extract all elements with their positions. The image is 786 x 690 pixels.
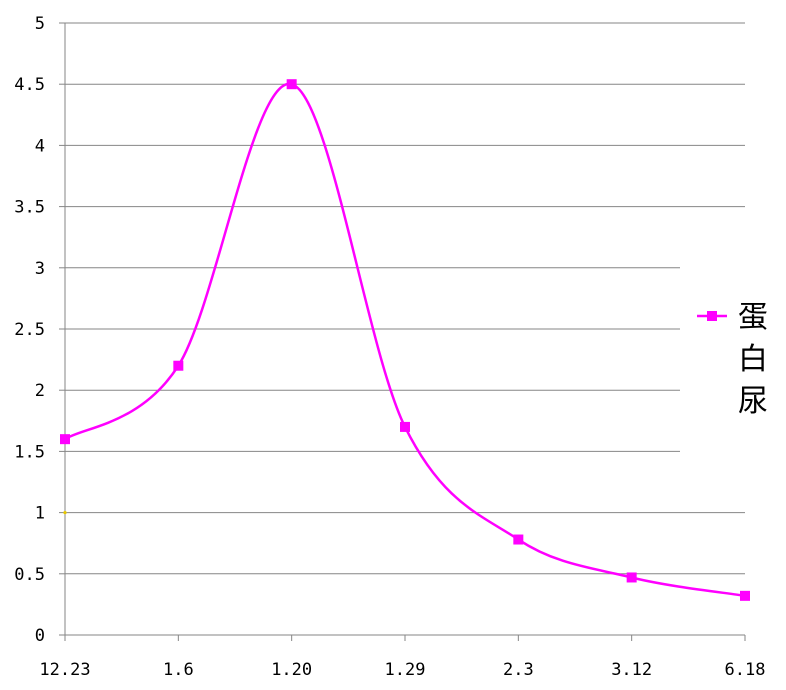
data-point-marker bbox=[60, 434, 70, 445]
y-tick-label: 0.5 bbox=[14, 565, 45, 585]
legend-label-char: 白 bbox=[738, 342, 768, 377]
legend-label-char: 尿 bbox=[738, 384, 768, 419]
y-tick-label: 3 bbox=[35, 259, 45, 279]
data-point-marker bbox=[626, 572, 637, 583]
legend-label-char: 蛋 bbox=[738, 300, 768, 335]
y-tick-label: 0 bbox=[35, 626, 45, 646]
x-tick-label: 1.20 bbox=[271, 660, 312, 680]
data-point-marker bbox=[400, 421, 410, 432]
x-tick-label: 6.18 bbox=[725, 660, 766, 680]
y-tick-label: 1.5 bbox=[14, 442, 45, 462]
series-markers bbox=[60, 79, 750, 601]
x-tick-label: 1.6 bbox=[163, 660, 194, 680]
data-point-marker bbox=[513, 534, 524, 545]
y-tick-labels: 0 0.5 1 1.5 2 2.5 3 3.5 4 4.5 5 bbox=[14, 14, 45, 646]
series-line bbox=[64, 82, 746, 598]
legend: 蛋白尿 bbox=[697, 300, 768, 419]
axis-dot bbox=[63, 510, 67, 515]
y-tick-label: 2 bbox=[35, 381, 45, 401]
y-tick-label: 5 bbox=[35, 14, 45, 34]
x-tick-labels: 12.23 1.6 1.20 1.29 2.3 3.12 6.18 bbox=[39, 660, 765, 680]
y-tick-label: 3.5 bbox=[14, 198, 45, 218]
x-tick-label: 12.23 bbox=[39, 660, 90, 680]
legend-series-label: 蛋白尿 bbox=[738, 300, 768, 419]
data-point-marker bbox=[740, 590, 750, 601]
y-tick-label: 1 bbox=[35, 504, 45, 524]
x-tick-label: 3.12 bbox=[611, 660, 652, 680]
x-tick-label: 2.3 bbox=[503, 660, 534, 680]
gridlines bbox=[65, 22, 745, 575]
y-tick-label: 4 bbox=[35, 136, 45, 156]
axes bbox=[59, 22, 746, 641]
data-point-marker bbox=[173, 360, 184, 371]
x-tick-label: 1.29 bbox=[385, 660, 426, 680]
series-lines bbox=[64, 82, 746, 598]
y-tick-label: 4.5 bbox=[14, 75, 45, 95]
data-point-marker bbox=[286, 79, 297, 90]
legend-marker-swatch bbox=[707, 311, 717, 321]
y-tick-label: 2.5 bbox=[14, 320, 45, 340]
